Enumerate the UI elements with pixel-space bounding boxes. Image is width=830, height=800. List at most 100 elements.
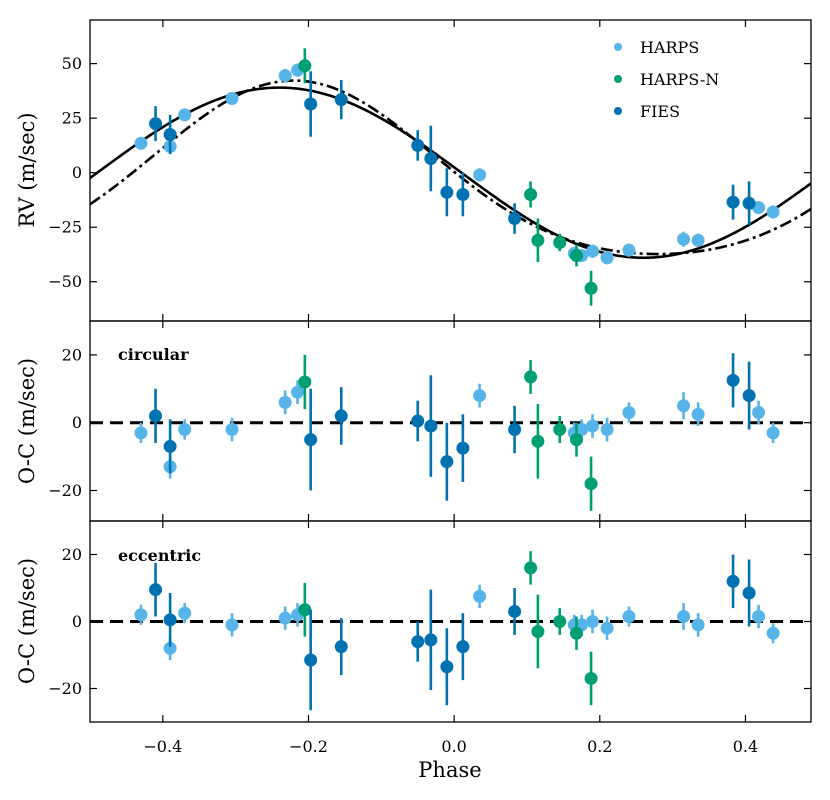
- data-point-fies: [334, 409, 348, 423]
- legend-label-harps: HARPS: [640, 38, 699, 57]
- data-point-harps: [677, 399, 691, 413]
- data-point-harps-n: [584, 281, 598, 295]
- data-point-harps-n: [524, 370, 538, 384]
- oc-eccentric-panel: −0.4 −0.2 0.0 0.2 0.4 −20 0 20: [48, 521, 811, 756]
- oc-circular-panel: −20 0 20: [48, 321, 811, 521]
- x-tick-label: 0.2: [587, 737, 612, 756]
- rv-plot-area: [90, 48, 811, 306]
- oc-circular-ytick-label: −20: [48, 481, 82, 500]
- data-point-harps: [766, 626, 780, 640]
- oc-eccentric-ytick-label: −20: [48, 679, 82, 698]
- data-point-fies: [304, 433, 318, 447]
- data-point-harps: [752, 406, 766, 420]
- data-point-harps-n: [524, 561, 538, 575]
- data-point-harps-n: [569, 626, 583, 640]
- rv-ytick-label: 25: [62, 109, 82, 128]
- plot-layer: −50 −25 0 25 50 −20 0 20 −0.4 −0.2 0.0 0.2 0.4 −20 0 20: [48, 20, 811, 756]
- data-point-harps: [677, 609, 691, 623]
- data-point-harps: [473, 589, 487, 603]
- data-point-harps: [766, 426, 780, 440]
- data-point-harps: [752, 609, 766, 623]
- data-point-harps: [278, 69, 292, 83]
- model-curve-eccentric: [90, 79, 811, 256]
- x-tick-label: 0.0: [441, 737, 466, 756]
- x-tick-label: −0.2: [289, 737, 328, 756]
- data-point-fies: [411, 414, 425, 428]
- data-point-harps: [586, 419, 600, 433]
- data-point-harps: [278, 395, 292, 409]
- oc-circular-ytick-label: 0: [72, 413, 82, 432]
- data-point-harps: [178, 422, 192, 436]
- rv-panel-frame: [89, 19, 812, 322]
- data-point-harps: [600, 422, 614, 436]
- data-point-harps-n: [531, 625, 545, 639]
- data-point-fies: [424, 419, 438, 433]
- data-point-fies: [304, 653, 318, 667]
- oc-circular-ytick-label: 20: [62, 345, 82, 364]
- data-point-fies: [163, 128, 177, 142]
- x-axis-label: Phase: [418, 758, 481, 782]
- legend-marker-harps-n: [614, 75, 622, 83]
- data-point-harps: [691, 233, 705, 247]
- legend-marker-harps: [614, 43, 622, 51]
- data-point-fies: [334, 93, 348, 107]
- oc-circular-panel-frame: [89, 320, 812, 522]
- data-point-fies: [742, 389, 756, 403]
- data-point-fies: [742, 196, 756, 210]
- rv-ytick-label: 0: [72, 163, 82, 182]
- x-tick-label: 0.4: [733, 737, 758, 756]
- data-point-harps: [600, 621, 614, 635]
- data-point-harps: [134, 608, 148, 622]
- data-point-harps: [691, 407, 705, 421]
- data-point-fies: [456, 441, 470, 455]
- data-point-harps: [622, 609, 636, 623]
- data-point-fies: [149, 583, 163, 597]
- data-point-fies: [411, 635, 425, 649]
- data-point-harps: [178, 108, 192, 122]
- model-curve-circular: [90, 86, 811, 260]
- data-point-harps: [225, 92, 239, 106]
- data-point-fies: [163, 613, 177, 627]
- data-point-fies: [411, 138, 425, 152]
- data-point-harps: [163, 641, 177, 655]
- data-point-harps: [622, 243, 636, 257]
- oc-circular-plot-area: [90, 353, 811, 511]
- data-point-fies: [334, 640, 348, 654]
- data-point-fies: [508, 604, 522, 618]
- legend-label-fies: FIES: [640, 102, 680, 121]
- rv-ytick-label: −25: [48, 218, 82, 237]
- rv-ytick-label: −50: [48, 272, 82, 291]
- data-point-harps-n: [584, 477, 598, 491]
- data-point-harps-n: [584, 671, 598, 685]
- data-point-harps-n: [553, 615, 567, 628]
- legend-label-harps-n: HARPS-N: [640, 70, 719, 89]
- data-point-harps: [766, 205, 780, 219]
- data-point-fies: [304, 97, 318, 111]
- data-point-fies: [149, 409, 163, 423]
- data-point-harps: [600, 251, 614, 265]
- data-point-fies: [424, 633, 438, 647]
- data-point-harps: [278, 611, 292, 625]
- oc-eccentric-ytick-label: 0: [72, 612, 82, 631]
- data-point-fies: [726, 195, 740, 209]
- data-point-harps-n: [524, 187, 538, 201]
- panel-label-circular: circular: [118, 345, 189, 364]
- data-point-harps: [575, 422, 589, 436]
- data-point-harps-n: [298, 375, 312, 389]
- oc-eccentric-ytick-label: 20: [62, 545, 82, 564]
- data-point-harps: [586, 615, 600, 628]
- data-point-harps-n: [298, 59, 312, 73]
- data-point-harps-n: [569, 249, 583, 263]
- oc-circular-ylabel: O-C (m/sec): [15, 358, 39, 484]
- data-point-fies: [440, 660, 454, 674]
- data-point-harps-n: [553, 422, 567, 436]
- data-point-harps-n: [553, 235, 567, 249]
- rv-ytick-label: 50: [62, 54, 82, 73]
- data-point-harps: [225, 618, 239, 632]
- data-point-fies: [726, 373, 740, 387]
- data-point-harps-n: [531, 233, 545, 247]
- data-point-harps: [134, 136, 148, 150]
- data-point-fies: [149, 117, 163, 131]
- data-point-harps: [677, 232, 691, 246]
